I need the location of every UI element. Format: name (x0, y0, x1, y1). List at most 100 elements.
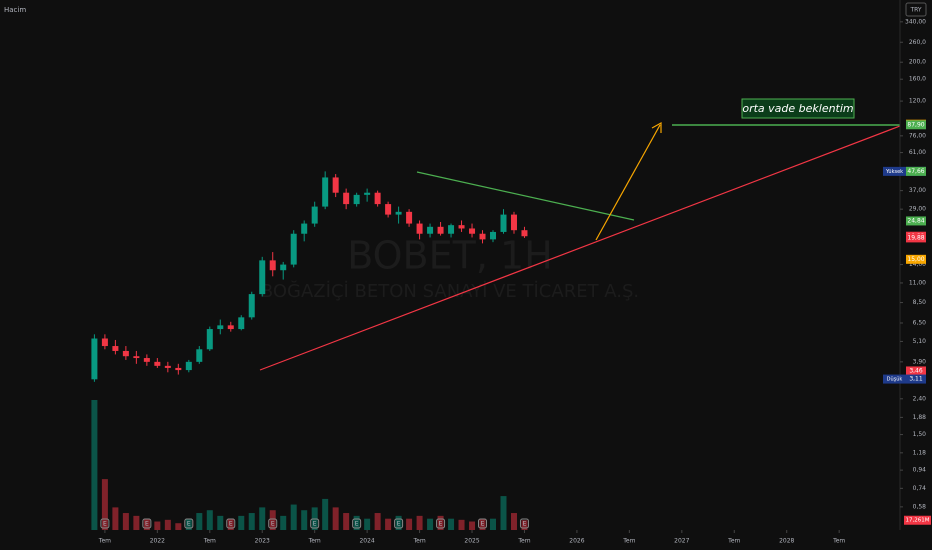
candle-body (196, 349, 203, 362)
candle-body (112, 346, 119, 351)
watermark: BOBET, 1H BOĞAZİÇİ BETON SANAYİ VE TİCAR… (261, 234, 639, 303)
volume-bar (416, 515, 423, 530)
volume-bar (175, 523, 182, 530)
volume-bar (458, 519, 465, 530)
support-trendline (259, 125, 901, 371)
y-tick-label: 5,10 (913, 338, 927, 345)
volume-bar (227, 518, 234, 530)
price-tag-label: 47,66 (907, 168, 924, 175)
candle-body (479, 233, 486, 240)
candle-body (458, 225, 465, 229)
drawings: orta vade beklentim (259, 98, 901, 371)
earnings-label: E (103, 521, 107, 528)
resistance-trendline (416, 171, 635, 221)
y-tick-label: 1,18 (913, 449, 927, 456)
y-tick-label: 76,00 (909, 132, 926, 139)
candle-body (269, 260, 276, 271)
volume-bar (248, 513, 255, 530)
earnings-label: E (523, 521, 527, 528)
candle-body (217, 325, 224, 330)
candle-body (280, 264, 287, 271)
candle-body (490, 231, 497, 240)
candle-body (510, 214, 517, 231)
candle-body (206, 329, 213, 350)
y-tick-label: 29,00 (909, 206, 926, 213)
y-tick-label: 6,50 (913, 319, 927, 326)
earnings-label: E (229, 521, 233, 528)
x-tick-label: 2028 (779, 538, 794, 545)
candle-body (238, 317, 245, 330)
earnings-icon (352, 518, 362, 529)
target-arrow (595, 124, 661, 241)
volume-tag (904, 515, 931, 525)
candle-body (164, 365, 171, 368)
x-tick-label: 2022 (150, 538, 165, 545)
candle-body (175, 367, 182, 371)
candle-body (416, 223, 423, 234)
volume-bar (217, 515, 224, 530)
volume-bar (196, 513, 203, 530)
volume-bar (448, 518, 455, 530)
earnings-label: E (481, 521, 485, 528)
price-tag-label: 15,00 (907, 256, 924, 263)
price-tag (906, 374, 926, 384)
volume-bar (510, 513, 517, 530)
arrow-head (651, 121, 662, 133)
earnings-label: E (397, 521, 401, 528)
x-tick-label: 2024 (359, 538, 374, 545)
earnings-label: E (355, 521, 359, 528)
volume-bar (385, 518, 392, 530)
earnings-icon (226, 518, 236, 529)
volume-tag-label: 17,261M (906, 518, 930, 524)
earnings-label: E (313, 521, 317, 528)
volume-bar (437, 515, 444, 530)
earnings-icon (100, 518, 110, 529)
volume-bar (500, 496, 507, 530)
candle-body (133, 356, 140, 359)
candle-body (227, 325, 234, 330)
earnings-icon (142, 518, 152, 529)
x-tick-label: Tem (832, 538, 845, 545)
y-tick-label: 200,0 (909, 59, 926, 66)
candle-body (154, 361, 161, 366)
y-tick-label: 1,88 (913, 414, 927, 421)
currency-box (905, 2, 927, 17)
earnings-icon (519, 518, 529, 529)
price-tag-caption: Düşük (887, 377, 903, 383)
candle-body (385, 204, 392, 215)
candle-body (343, 192, 350, 205)
price-tag (906, 366, 926, 376)
candle-body (353, 194, 360, 205)
volume-bar (164, 519, 171, 530)
x-tick-label: Tem (203, 538, 216, 545)
volume-bar (490, 518, 497, 530)
volume-bar (280, 515, 287, 530)
watermark-symbol: BOBET, 1H (347, 234, 553, 278)
candle-body (427, 226, 434, 234)
earnings-icon (184, 518, 194, 529)
earnings-label: E (439, 521, 443, 528)
price-tag-label: 3,11 (909, 376, 923, 383)
volume-bar (374, 513, 381, 530)
candle-body (322, 177, 329, 207)
earnings-icon (478, 518, 488, 529)
y-tick-label: 8,50 (913, 299, 927, 306)
volume-bar (343, 513, 350, 530)
volume-bar (206, 510, 213, 530)
volume-bar (364, 518, 371, 530)
candle-body (500, 214, 507, 232)
currency-label: TRY (909, 7, 921, 14)
y-tick-label: 2,40 (913, 395, 927, 402)
candle-body (374, 192, 381, 205)
y-tick-label: 61,00 (909, 149, 926, 156)
price-tag (906, 166, 926, 176)
earnings-icon (394, 518, 404, 529)
price-tag (906, 216, 926, 226)
volume-bar (112, 507, 119, 530)
candle-body (406, 211, 413, 224)
volume-bar (269, 510, 276, 530)
volume-bar (185, 518, 192, 530)
x-tick-label: Tem (412, 538, 425, 545)
candle-body (290, 233, 297, 265)
